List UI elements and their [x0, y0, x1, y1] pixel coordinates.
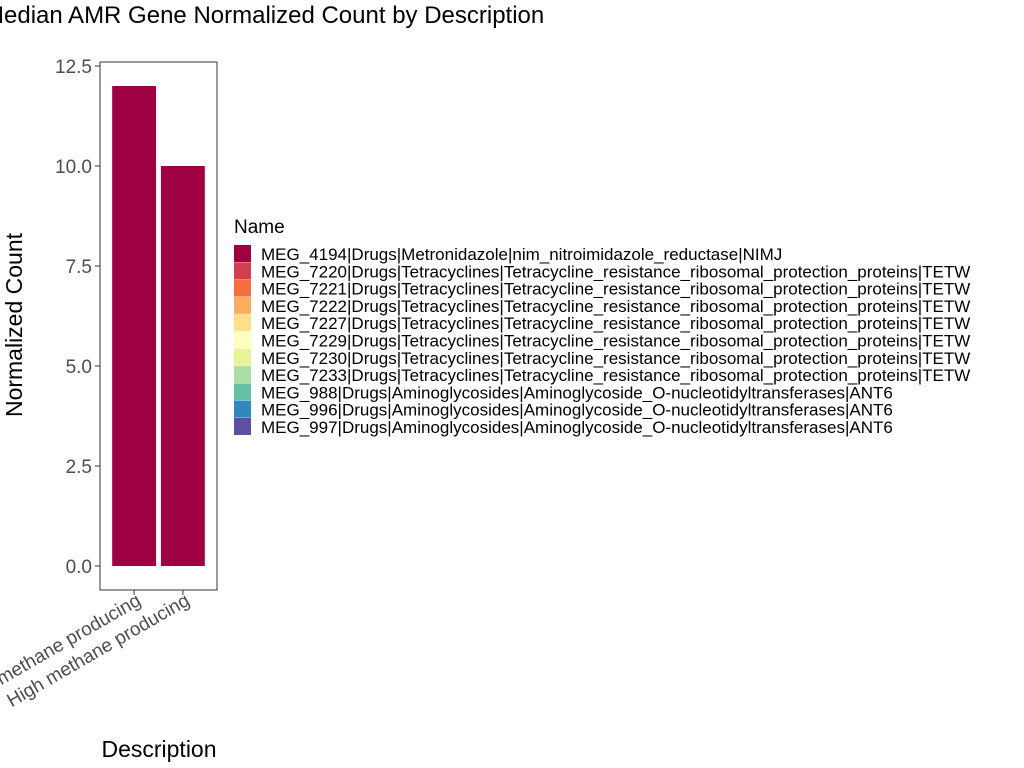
y-tick-label: 10.0	[55, 157, 92, 178]
legend-title: Name	[234, 217, 285, 238]
y-tick-label: 5.0	[66, 357, 92, 378]
legend-swatch	[234, 400, 251, 418]
legend-label: MEG_7233|Drugs|Tetracyclines|Tetracyclin…	[261, 366, 970, 385]
legend-label: MEG_7230|Drugs|Tetracyclines|Tetracyclin…	[261, 349, 970, 368]
legend-swatch	[234, 418, 251, 435]
y-tick-label: 7.5	[66, 257, 92, 278]
legend-swatch	[234, 296, 251, 314]
y-tick-label: 12.5	[55, 57, 92, 78]
x-axis-title: Description	[101, 736, 216, 762]
y-axis-title: Normalized Count	[1, 232, 27, 417]
legend-swatch	[234, 331, 251, 349]
legend-label: MEG_7220|Drugs|Tetracyclines|Tetracyclin…	[261, 262, 970, 281]
legend-swatch	[234, 314, 251, 332]
legend-label: MEG_988|Drugs|Aminoglycosides|Aminoglyco…	[261, 383, 893, 402]
bar	[112, 86, 157, 566]
legend-swatch	[234, 383, 251, 401]
legend-label: MEG_997|Drugs|Aminoglycosides|Aminoglyco…	[261, 418, 893, 437]
legend-swatch	[234, 245, 251, 262]
plot-area: 0.02.55.07.510.012.5Low methane producin…	[0, 57, 218, 712]
legend-label: MEG_7227|Drugs|Tetracyclines|Tetracyclin…	[261, 314, 970, 333]
legend-swatch	[234, 262, 251, 280]
legend-label: MEG_7221|Drugs|Tetracyclines|Tetracyclin…	[261, 280, 970, 299]
bar	[160, 166, 205, 566]
legend-label: MEG_7229|Drugs|Tetracyclines|Tetracyclin…	[261, 332, 970, 351]
legend-label: MEG_7222|Drugs|Tetracyclines|Tetracyclin…	[261, 297, 970, 316]
chart-title: Median AMR Gene Normalized Count by Desc…	[0, 2, 544, 29]
panel-border	[99, 61, 218, 591]
y-tick-label: 0.0	[66, 557, 92, 578]
legend-label: MEG_996|Drugs|Aminoglycosides|Aminoglyco…	[261, 401, 893, 420]
legend-swatch	[234, 279, 251, 297]
legend-label: MEG_4194|Drugs|Metronidazole|nim_nitroim…	[261, 245, 782, 264]
legend-swatch	[234, 348, 251, 366]
legend-swatch	[234, 366, 251, 384]
legend: Name MEG_4194|Drugs|Metronidazole|nim_ni…	[234, 217, 970, 437]
y-tick-label: 2.5	[66, 457, 92, 478]
